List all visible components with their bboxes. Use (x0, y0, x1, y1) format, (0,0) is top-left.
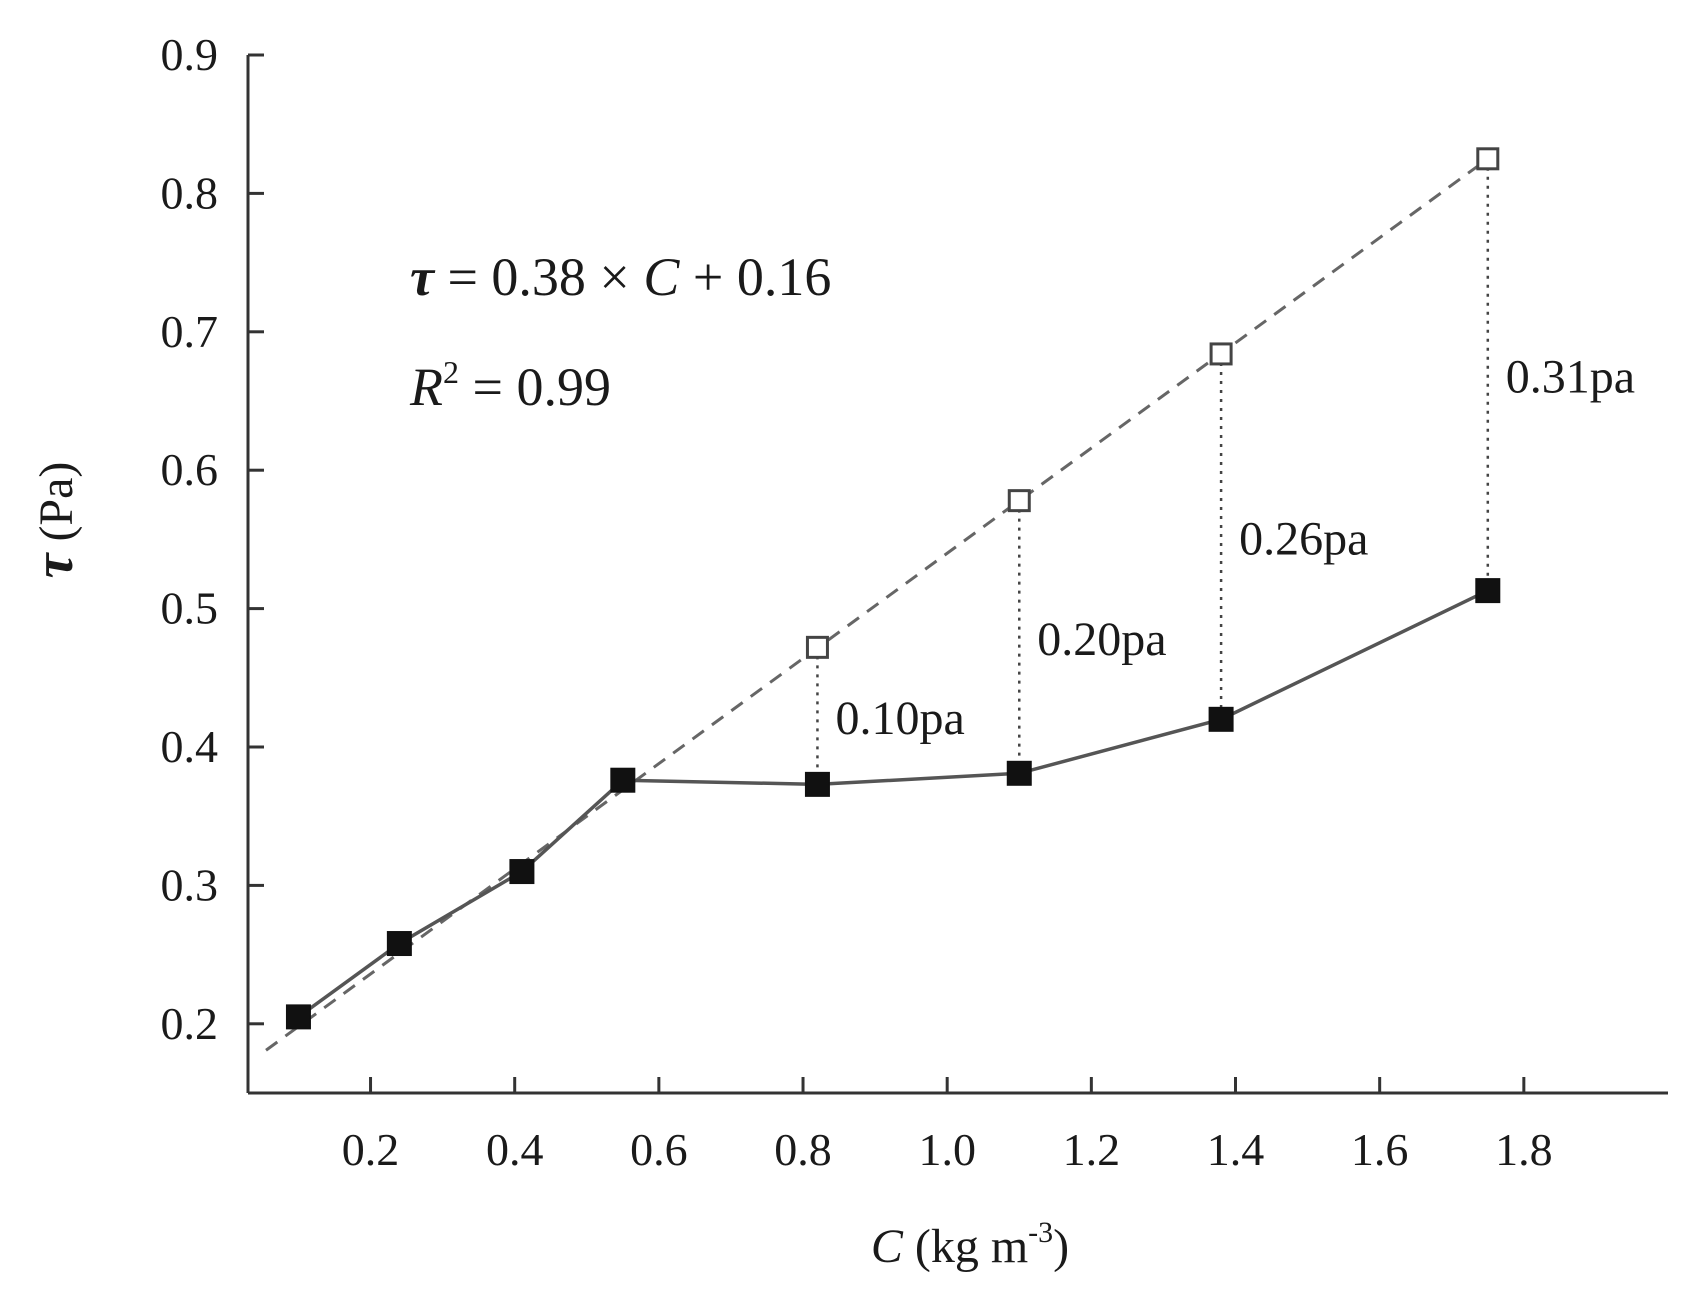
open-square-marker (1209, 342, 1233, 366)
x-axis-unit-exp: -3 (1028, 1216, 1053, 1249)
filled-square-marker (610, 767, 636, 793)
filled-square-marker (1006, 760, 1032, 786)
y-tick-label: 0.9 (161, 29, 219, 80)
r-squared-exp: 2 (443, 354, 459, 390)
equation-rhs-a: = 0.38 × (434, 247, 643, 307)
gap-lines-layer: 0.10pa 0.20pa 0.26pa 0.31pa (816, 158, 1635, 785)
y-tick-label: 0.3 (161, 859, 219, 910)
x-tick-label: 1.2 (1063, 1124, 1121, 1175)
filled-square-marker (285, 1004, 311, 1030)
x-tick-label: 1.0 (918, 1124, 976, 1175)
equation-tau: τ (410, 247, 436, 307)
x-tick-label: 1.6 (1351, 1124, 1409, 1175)
r-squared-text: R2 = 0.99 (409, 354, 611, 417)
open-square-marker (1007, 489, 1031, 513)
gap-label: 0.31pa (1506, 351, 1635, 404)
equation-rhs-b: + 0.16 (679, 247, 831, 307)
axes (246, 53, 1668, 1095)
y-axis-unit: (Pa) (30, 462, 83, 554)
open-square-marker (805, 635, 829, 659)
y-axis-title: τ (Pa) (23, 462, 85, 579)
x-axis-title: C (kg m-3) (871, 1216, 1069, 1273)
x-axis-var: C (871, 1220, 904, 1273)
x-axis-unit: (kg m (903, 1220, 1028, 1273)
y-tick-label: 0.6 (161, 444, 219, 495)
series-measured-line (297, 589, 1489, 1019)
y-axis-var: τ (23, 551, 85, 578)
filled-square-marker (1475, 578, 1501, 604)
tick-labels: 0.2 0.3 0.4 0.5 0.6 0.7 0.8 0.9 0.2 0.4 0.6 0.8 1.0 1… (161, 29, 1553, 1175)
filled-square-marker (386, 931, 412, 957)
gap-label: 0.10pa (835, 692, 964, 745)
x-tick-label: 1.4 (1207, 1124, 1265, 1175)
equation-rhs-c: C (643, 247, 680, 307)
x-tick-label: 1.8 (1495, 1124, 1553, 1175)
x-tick-label: 0.4 (486, 1124, 544, 1175)
r-squared-rest: = 0.99 (459, 357, 611, 417)
open-square-marker (1476, 147, 1500, 171)
y-tick-label: 0.5 (161, 583, 219, 634)
x-axis-unit-close: ) (1053, 1220, 1069, 1273)
filled-square-marker (1208, 706, 1234, 732)
x-tick-label: 0.8 (774, 1124, 832, 1175)
y-tick-label: 0.4 (161, 721, 219, 772)
equation-text: τ = 0.38 × C + 0.16 (410, 247, 831, 307)
gap-label: 0.20pa (1037, 613, 1166, 666)
gap-label: 0.26pa (1239, 513, 1368, 566)
filled-square-marker (509, 859, 535, 885)
y-tick-label: 0.8 (161, 167, 219, 218)
filled-square-marker (804, 771, 830, 797)
x-tick-label: 0.2 (342, 1124, 400, 1175)
series-layer (285, 147, 1501, 1030)
x-tick-label: 0.6 (630, 1124, 688, 1175)
r-squared-r: R (409, 357, 443, 417)
y-tick-label: 0.2 (161, 998, 219, 1049)
y-tick-label: 0.7 (161, 306, 219, 357)
